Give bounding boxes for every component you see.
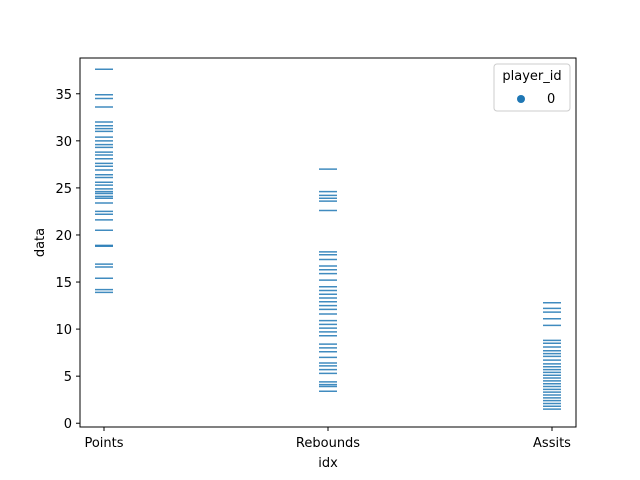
y-tick-label: 20 [55,229,72,244]
data-marks [95,68,561,410]
x-axis-title: idx [318,456,338,471]
y-axis-title: data [33,228,48,257]
x-tick-label: Assits [533,436,571,451]
y-tick-label: 25 [55,182,72,197]
legend-box [493,63,571,112]
y-tick-label: 10 [55,323,72,338]
y-axis-ticks: 0 5 10 15 20 25 30 35 [55,88,80,432]
axes-frame [79,57,577,428]
y-tick-label: 35 [55,88,72,103]
legend-label: 0 [547,92,555,107]
y-tick-label: 15 [55,276,72,291]
legend-title: player_id [502,69,561,84]
y-tick-label: 5 [64,370,72,385]
x-tick-label: Rebounds [296,436,360,451]
legend: player_id 0 [493,63,571,112]
legend-marker [517,95,525,103]
y-tick-label: 0 [64,417,72,432]
y-tick-label: 30 [55,135,72,150]
x-tick-label: Points [84,436,123,451]
x-axis-ticks: Points Rebounds Assits [84,427,571,451]
plot-area: Points Rebounds Assits 0 5 10 15 20 25 30 35 [55,57,577,451]
